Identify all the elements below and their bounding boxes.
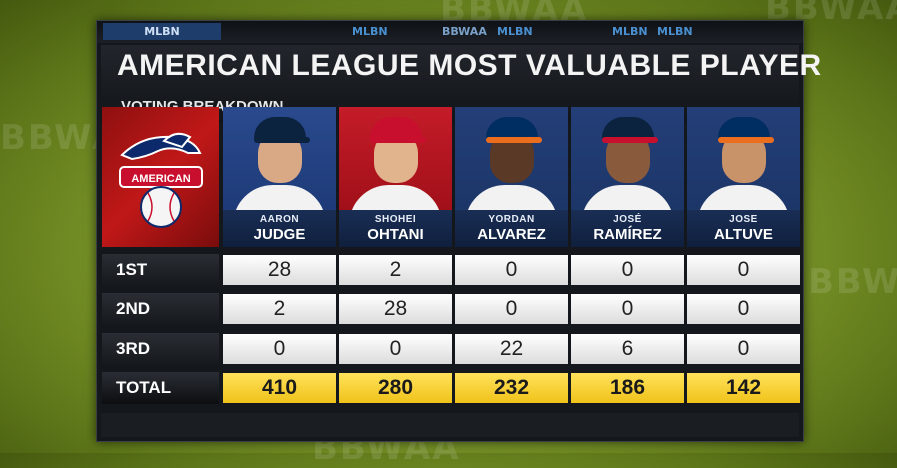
vote-cell: 0 xyxy=(455,294,568,324)
ticker-item: BBWAA xyxy=(442,25,487,38)
vote-cell: 0 xyxy=(687,294,800,324)
vote-cell: 0 xyxy=(571,255,684,285)
player-first-name: JOSE xyxy=(729,214,758,225)
player-nameplate: JOSÉ RAMÍREZ xyxy=(571,210,684,247)
ticker-item: MLBN xyxy=(103,23,221,40)
player-last-name: ALVAREZ xyxy=(477,226,546,243)
player-last-name: OHTANI xyxy=(367,226,424,243)
ticker-item: MLBN xyxy=(497,25,533,38)
total-cell: 186 xyxy=(571,373,684,403)
player-first-name: YORDAN xyxy=(488,214,535,225)
total-cell: 142 xyxy=(687,373,800,403)
player-nameplate: YORDAN ALVAREZ xyxy=(455,210,568,247)
ticker-item: MLBN xyxy=(657,25,693,38)
player-first-name: AARON xyxy=(259,214,300,225)
page-title: AMERICAN LEAGUE MOST VALUABLE PLAYER xyxy=(117,49,822,82)
player-column-judge: AARON JUDGE xyxy=(223,107,336,247)
ticker-item: MLBN xyxy=(352,25,388,38)
player-column-altuve: JOSE ALTUVE xyxy=(687,107,800,247)
american-league-logo: AMERICAN xyxy=(119,132,203,228)
vote-cell: 0 xyxy=(339,334,452,364)
bottom-strip xyxy=(101,413,799,437)
row-label: 1ST xyxy=(102,254,219,286)
vote-cell: 0 xyxy=(223,334,336,364)
total-cell: 410 xyxy=(223,373,336,403)
vote-cell: 28 xyxy=(339,294,452,324)
vote-cell: 2 xyxy=(339,255,452,285)
player-last-name: ALTUVE xyxy=(714,226,773,243)
player-column-alvarez: YORDAN ALVAREZ xyxy=(455,107,568,247)
player-nameplate: JOSE ALTUVE xyxy=(687,210,800,247)
total-cell: 232 xyxy=(455,373,568,403)
row-label: 2ND xyxy=(102,293,219,325)
player-photo xyxy=(687,107,800,225)
vote-cell: 0 xyxy=(687,334,800,364)
player-photo xyxy=(339,107,452,225)
vote-cell: 28 xyxy=(223,255,336,285)
player-first-name: JOSÉ xyxy=(613,214,642,225)
player-last-name: JUDGE xyxy=(253,226,306,243)
player-nameplate: SHOHEI OHTANI xyxy=(339,210,452,247)
logo-text: AMERICAN xyxy=(131,173,190,185)
row-label: 3RD xyxy=(102,333,219,365)
bbwaa-watermark: BBWAA xyxy=(808,262,897,302)
vote-cell: 2 xyxy=(223,294,336,324)
ticker-item: MLBN xyxy=(612,25,648,38)
vote-cell: 6 xyxy=(571,334,684,364)
player-column-ramirez: JOSÉ RAMÍREZ xyxy=(571,107,684,247)
row-label: TOTAL xyxy=(102,372,219,404)
network-ticker: MLBN MLBN MLBN MLBN MLBN BBWAA xyxy=(97,21,803,43)
player-nameplate: AARON JUDGE xyxy=(223,210,336,247)
player-column-ohtani: SHOHEI OHTANI xyxy=(339,107,452,247)
vote-cell: 0 xyxy=(571,294,684,324)
total-cell: 280 xyxy=(339,373,452,403)
player-photo xyxy=(223,107,336,225)
player-first-name: SHOHEI xyxy=(374,214,417,225)
player-photo xyxy=(571,107,684,225)
vote-cell: 0 xyxy=(455,255,568,285)
player-last-name: RAMÍREZ xyxy=(593,226,662,243)
al-logo-cell: AMERICAN xyxy=(102,107,219,247)
vote-cell: 0 xyxy=(687,255,800,285)
player-photo xyxy=(455,107,568,225)
vote-cell: 22 xyxy=(455,334,568,364)
